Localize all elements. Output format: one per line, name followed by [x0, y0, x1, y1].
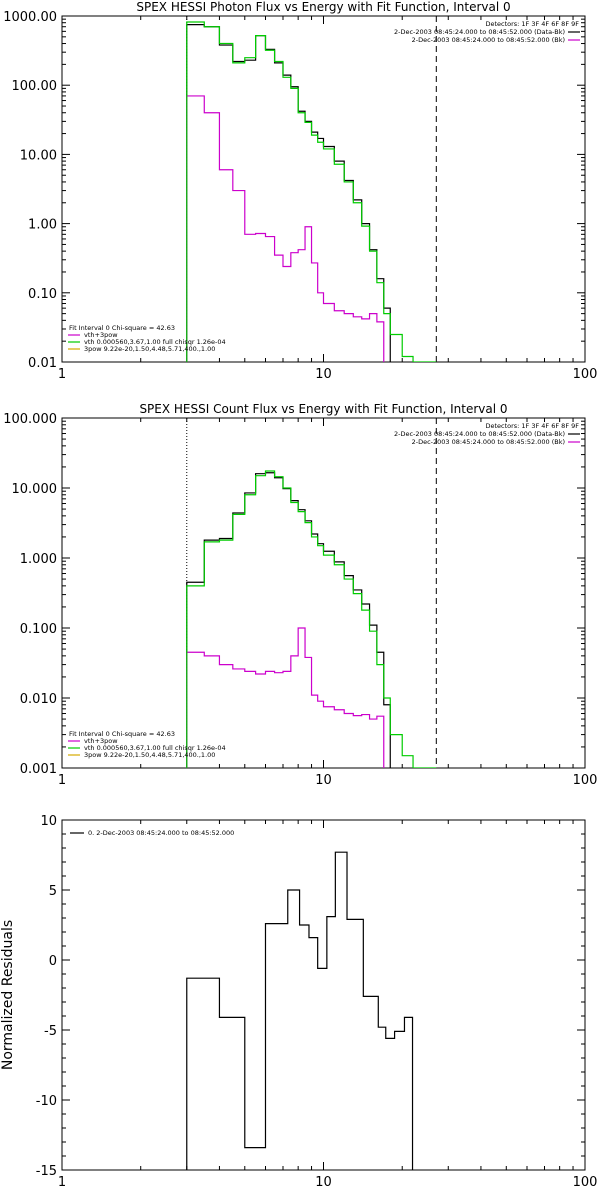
legend-top-entry: Detectors: 1F 3F 4F 6F 8F 9F [485, 422, 579, 430]
chart-panel-2: Normalized Residuals 1 10 100 -15 -10 -5 0 5 10 0.… [0, 814, 597, 1190]
chart-title: SPEX HESSI Count Flux vs Energy with Fit… [139, 402, 507, 416]
plot-frame [61, 15, 586, 363]
x-tick-label: 100 [573, 367, 598, 382]
legend-bottom-entry: Fit Interval 0 Chi-square = 42.63 [69, 324, 175, 332]
y-tick-label: 1.000 [20, 552, 57, 567]
series-vth-3pow [186, 470, 437, 768]
y-tick-label: 0.100 [20, 622, 57, 637]
x-tick-label: 1 [58, 367, 66, 382]
x-tick-label: 10 [315, 1175, 332, 1190]
y-tick-label: 0.010 [20, 692, 57, 707]
series-bk [186, 627, 385, 768]
legend-bottom-entry: vth 0.000560,3.67,1.00 full chisqr 1.26e… [84, 744, 226, 752]
y-tick-label: 10.00 [20, 148, 57, 163]
series-data-bk [186, 472, 391, 768]
x-tick-label: 1 [58, 773, 66, 788]
legend-top-entry: 2-Dec-2003 08:45:24.000 to 08:45:52.000 … [394, 28, 565, 36]
chart-title: SPEX HESSI Photon Flux vs Energy with Fi… [136, 0, 510, 14]
y-tick-label: 10.000 [12, 482, 58, 497]
y-axis-label: Normalized Residuals [0, 920, 16, 1070]
x-tick-label: 1 [58, 1175, 66, 1190]
x-tick-label: 10 [315, 773, 332, 788]
y-tick-label: 1000.00 [3, 10, 57, 25]
legend-top-entry: 2-Dec-2003 08:45:24.000 to 08:45:52.000 … [394, 430, 565, 438]
y-tick-label: -15 [36, 1164, 57, 1179]
legend-top-entry: 2-Dec-2003 08:45:24.000 to 08:45:52.000 … [412, 36, 565, 44]
y-tick-label: -5 [44, 1024, 57, 1039]
legend-bottom-entry: 3pow 9.22e-20,1.50,4.48,5.71,400.,1.00 [84, 345, 215, 353]
x-tick-label: 100 [573, 1175, 598, 1190]
legend-bottom-entry: vth+3pow [84, 331, 118, 339]
legend-bottom-entry: 3pow 9.22e-20,1.50,4.48,5.71,400.,1.00 [84, 751, 215, 759]
y-tick-label: 1.00 [28, 218, 57, 233]
y-tick-label: 10 [40, 814, 57, 829]
series-vth-3pow [186, 21, 437, 362]
plot-frame [61, 417, 586, 769]
series-residuals [186, 851, 414, 1170]
y-tick-label: 0.10 [28, 287, 57, 302]
y-tick-label: 5 [49, 884, 57, 899]
series-bk [186, 95, 385, 362]
series-data-bk [186, 24, 391, 362]
legend-bottom-entry: vth 0.000560,3.67,1.00 full chisqr 1.26e… [84, 338, 226, 346]
legend-bottom-entry: vth+3pow [84, 737, 118, 745]
y-tick-label: 100.000 [3, 412, 57, 427]
y-tick-label: 100.00 [12, 79, 58, 94]
x-tick-label: 10 [315, 367, 332, 382]
y-tick-label: 0 [49, 954, 57, 969]
y-tick-label: 0.001 [20, 762, 57, 777]
legend-top-entry: 0. 2-Dec-2003 08:45:24.000 to 08:45:52.0… [88, 829, 234, 837]
legend-top-entry: Detectors: 1F 3F 4F 6F 8F 9F [485, 20, 579, 28]
x-tick-label: 100 [573, 773, 598, 788]
y-tick-label: -10 [36, 1094, 57, 1109]
y-tick-label: 0.01 [28, 356, 57, 371]
plot-frame [61, 819, 586, 1171]
legend-bottom-entry: Fit Interval 0 Chi-square = 42.63 [69, 730, 175, 738]
chart-panel-0: SPEX HESSI Photon Flux vs Energy with Fi… [3, 0, 597, 382]
chart-panel-1: SPEX HESSI Count Flux vs Energy with Fit… [3, 402, 597, 788]
legend-top-entry: 2-Dec-2003 08:45:24.000 to 08:45:52.000 … [412, 438, 565, 446]
